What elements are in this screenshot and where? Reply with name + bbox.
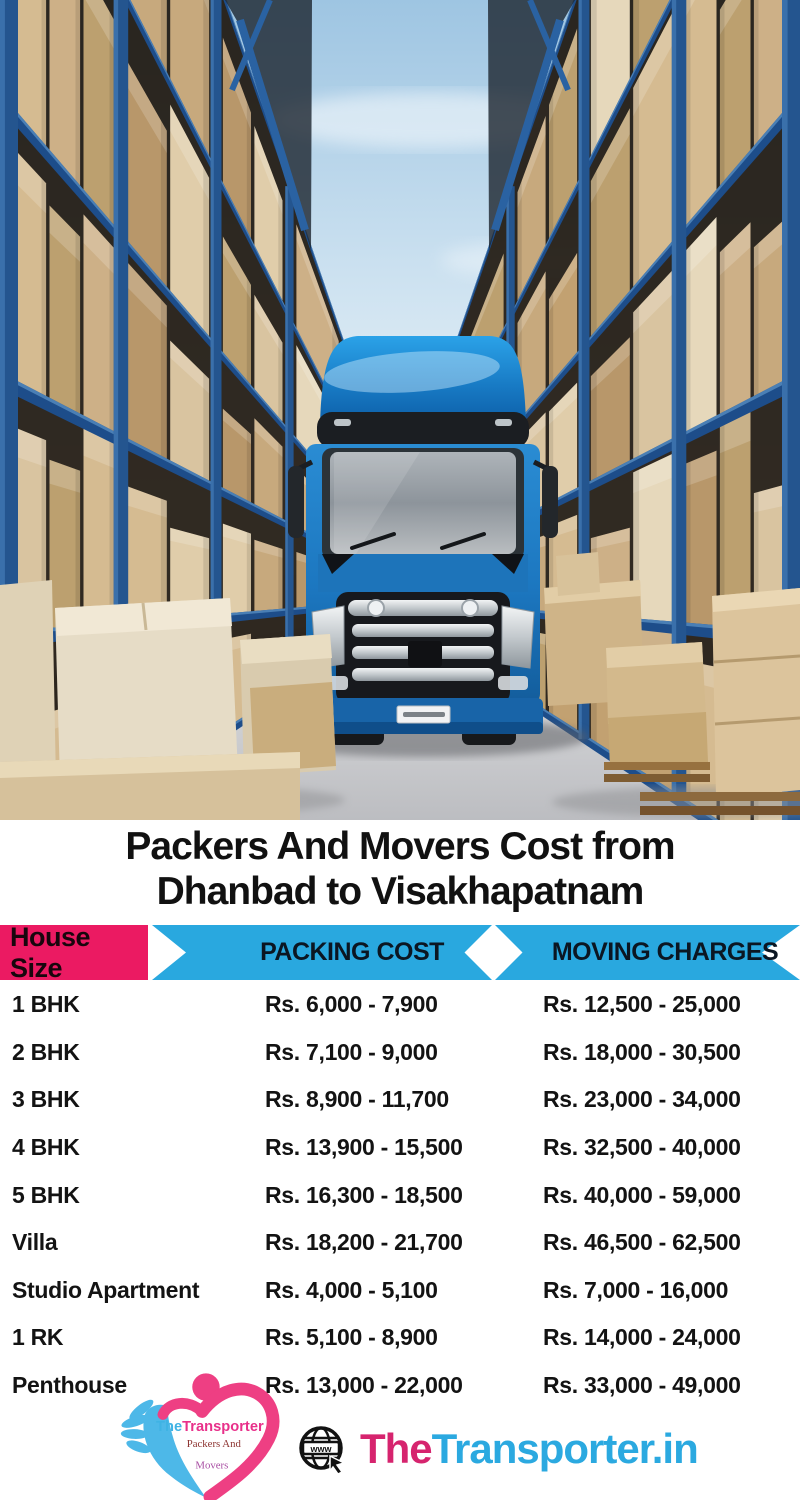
- moving-charges-cell: Rs. 23,000 - 34,000: [543, 1086, 741, 1113]
- title-line-1: Packers And Movers Cost from: [125, 825, 675, 868]
- house-size-cell: 1 BHK: [12, 991, 80, 1018]
- heart-hands-logo-icon: TheTransporter Packers And Movers: [120, 1373, 280, 1504]
- table-row: Villa Rs. 18,200 - 21,700 Rs. 46,500 - 6…: [0, 1219, 800, 1267]
- moving-charges-cell: Rs. 14,000 - 24,000: [543, 1324, 741, 1351]
- packing-cost-cell: Rs. 18,200 - 21,700: [265, 1229, 463, 1256]
- packing-cost-cell: Rs. 16,300 - 18,500: [265, 1181, 463, 1208]
- truck-mirror-left: [288, 466, 304, 538]
- packing-cost-cell: Rs. 4,000 - 5,100: [265, 1276, 438, 1303]
- table-row: 1 BHK Rs. 6,000 - 7,900 Rs. 12,500 - 25,…: [0, 981, 800, 1029]
- moving-charges-header: MOVING CHARGES: [551, 938, 779, 966]
- moving-charges-cell: Rs. 12,500 - 25,000: [543, 991, 741, 1018]
- packing-cost-cell: Rs. 6,000 - 7,900: [265, 991, 438, 1018]
- moving-charges-cell: Rs. 33,000 - 49,000: [543, 1372, 741, 1399]
- house-size-cell: 2 BHK: [12, 1038, 80, 1065]
- truck-headlight-right: [501, 605, 535, 669]
- truck-visor: [317, 412, 529, 448]
- packing-cost-cell: Rs. 8,900 - 11,700: [265, 1086, 449, 1113]
- house-size-cell: Penthouse: [12, 1372, 127, 1399]
- page-title: Packers And Movers Cost from Dhanbad to …: [0, 824, 800, 914]
- cost-table: 1 BHK Rs. 6,000 - 7,900 Rs. 12,500 - 25,…: [0, 981, 800, 1409]
- svg-text:www: www: [309, 1444, 332, 1454]
- svg-text:Packers And: Packers And: [187, 1438, 242, 1450]
- svg-text:Movers: Movers: [195, 1459, 228, 1471]
- table-row: Penthouse Rs. 13,000 - 22,000 Rs. 33,000…: [0, 1362, 800, 1410]
- house-size-cell: 3 BHK: [12, 1086, 80, 1113]
- warehouse-photo: [0, 0, 800, 820]
- moving-charges-cell: Rs. 18,000 - 30,500: [543, 1038, 741, 1065]
- moving-charges-cell: Rs. 46,500 - 62,500: [543, 1229, 741, 1256]
- svg-text:TheTransporter: TheTransporter: [156, 1419, 264, 1435]
- house-size-cell: Villa: [12, 1229, 58, 1256]
- packing-cost-cell: Rs. 13,900 - 15,500: [265, 1134, 463, 1161]
- truck-windshield: [330, 452, 516, 554]
- footer-brand: www TheTransporter.in: [296, 1420, 699, 1478]
- truck-roof-fairing: [320, 336, 526, 424]
- site-link[interactable]: TheTransporter.in: [360, 1425, 699, 1472]
- packing-cost-cell: Rs. 13,000 - 22,000: [265, 1372, 463, 1399]
- foreground-boxes-left: [0, 580, 345, 820]
- packing-cost-cell: Rs. 7,100 - 9,000: [265, 1038, 438, 1065]
- table-row: 1 RK Rs. 5,100 - 8,900 Rs. 14,000 - 24,0…: [0, 1314, 800, 1362]
- table-row: 5 BHK Rs. 16,300 - 18,500 Rs. 40,000 - 5…: [0, 1171, 800, 1219]
- table-row: 4 BHK Rs. 13,900 - 15,500 Rs. 32,500 - 4…: [0, 1124, 800, 1172]
- house-size-cell: Studio Apartment: [12, 1276, 200, 1303]
- ceiling-structure: [225, 0, 575, 250]
- table-row: 2 BHK Rs. 7,100 - 9,000 Rs. 18,000 - 30,…: [0, 1029, 800, 1077]
- house-size-cell: 5 BHK: [12, 1181, 80, 1208]
- company-logo: TheTransporter Packers And Movers: [112, 1372, 298, 1504]
- foreground-boxes-right: [552, 588, 800, 817]
- globe-www-icon: www: [299, 1426, 347, 1475]
- table-header: House Size PACKING COST MOVING CHARGES: [0, 922, 800, 983]
- table-row: Studio Apartment Rs. 4,000 - 5,100 Rs. 7…: [0, 1267, 800, 1315]
- moving-charges-cell: Rs. 32,500 - 40,000: [543, 1134, 741, 1161]
- truck-mirror-right: [542, 466, 558, 538]
- house-size-cell: 4 BHK: [12, 1134, 80, 1161]
- truck: [258, 336, 588, 757]
- moving-charges-cell: Rs. 40,000 - 59,000: [543, 1181, 741, 1208]
- title-line-2: Dhanbad to Visakhapatnam: [156, 870, 645, 914]
- house-size-header: House Size: [0, 922, 148, 983]
- packing-cost-header: PACKING COST: [260, 938, 444, 966]
- packing-cost-cell: Rs. 5,100 - 8,900: [265, 1324, 438, 1351]
- house-size-cell: 1 RK: [12, 1324, 64, 1351]
- table-row: 3 BHK Rs. 8,900 - 11,700 Rs. 23,000 - 34…: [0, 1076, 800, 1124]
- moving-charges-cell: Rs. 7,000 - 16,000: [543, 1276, 729, 1303]
